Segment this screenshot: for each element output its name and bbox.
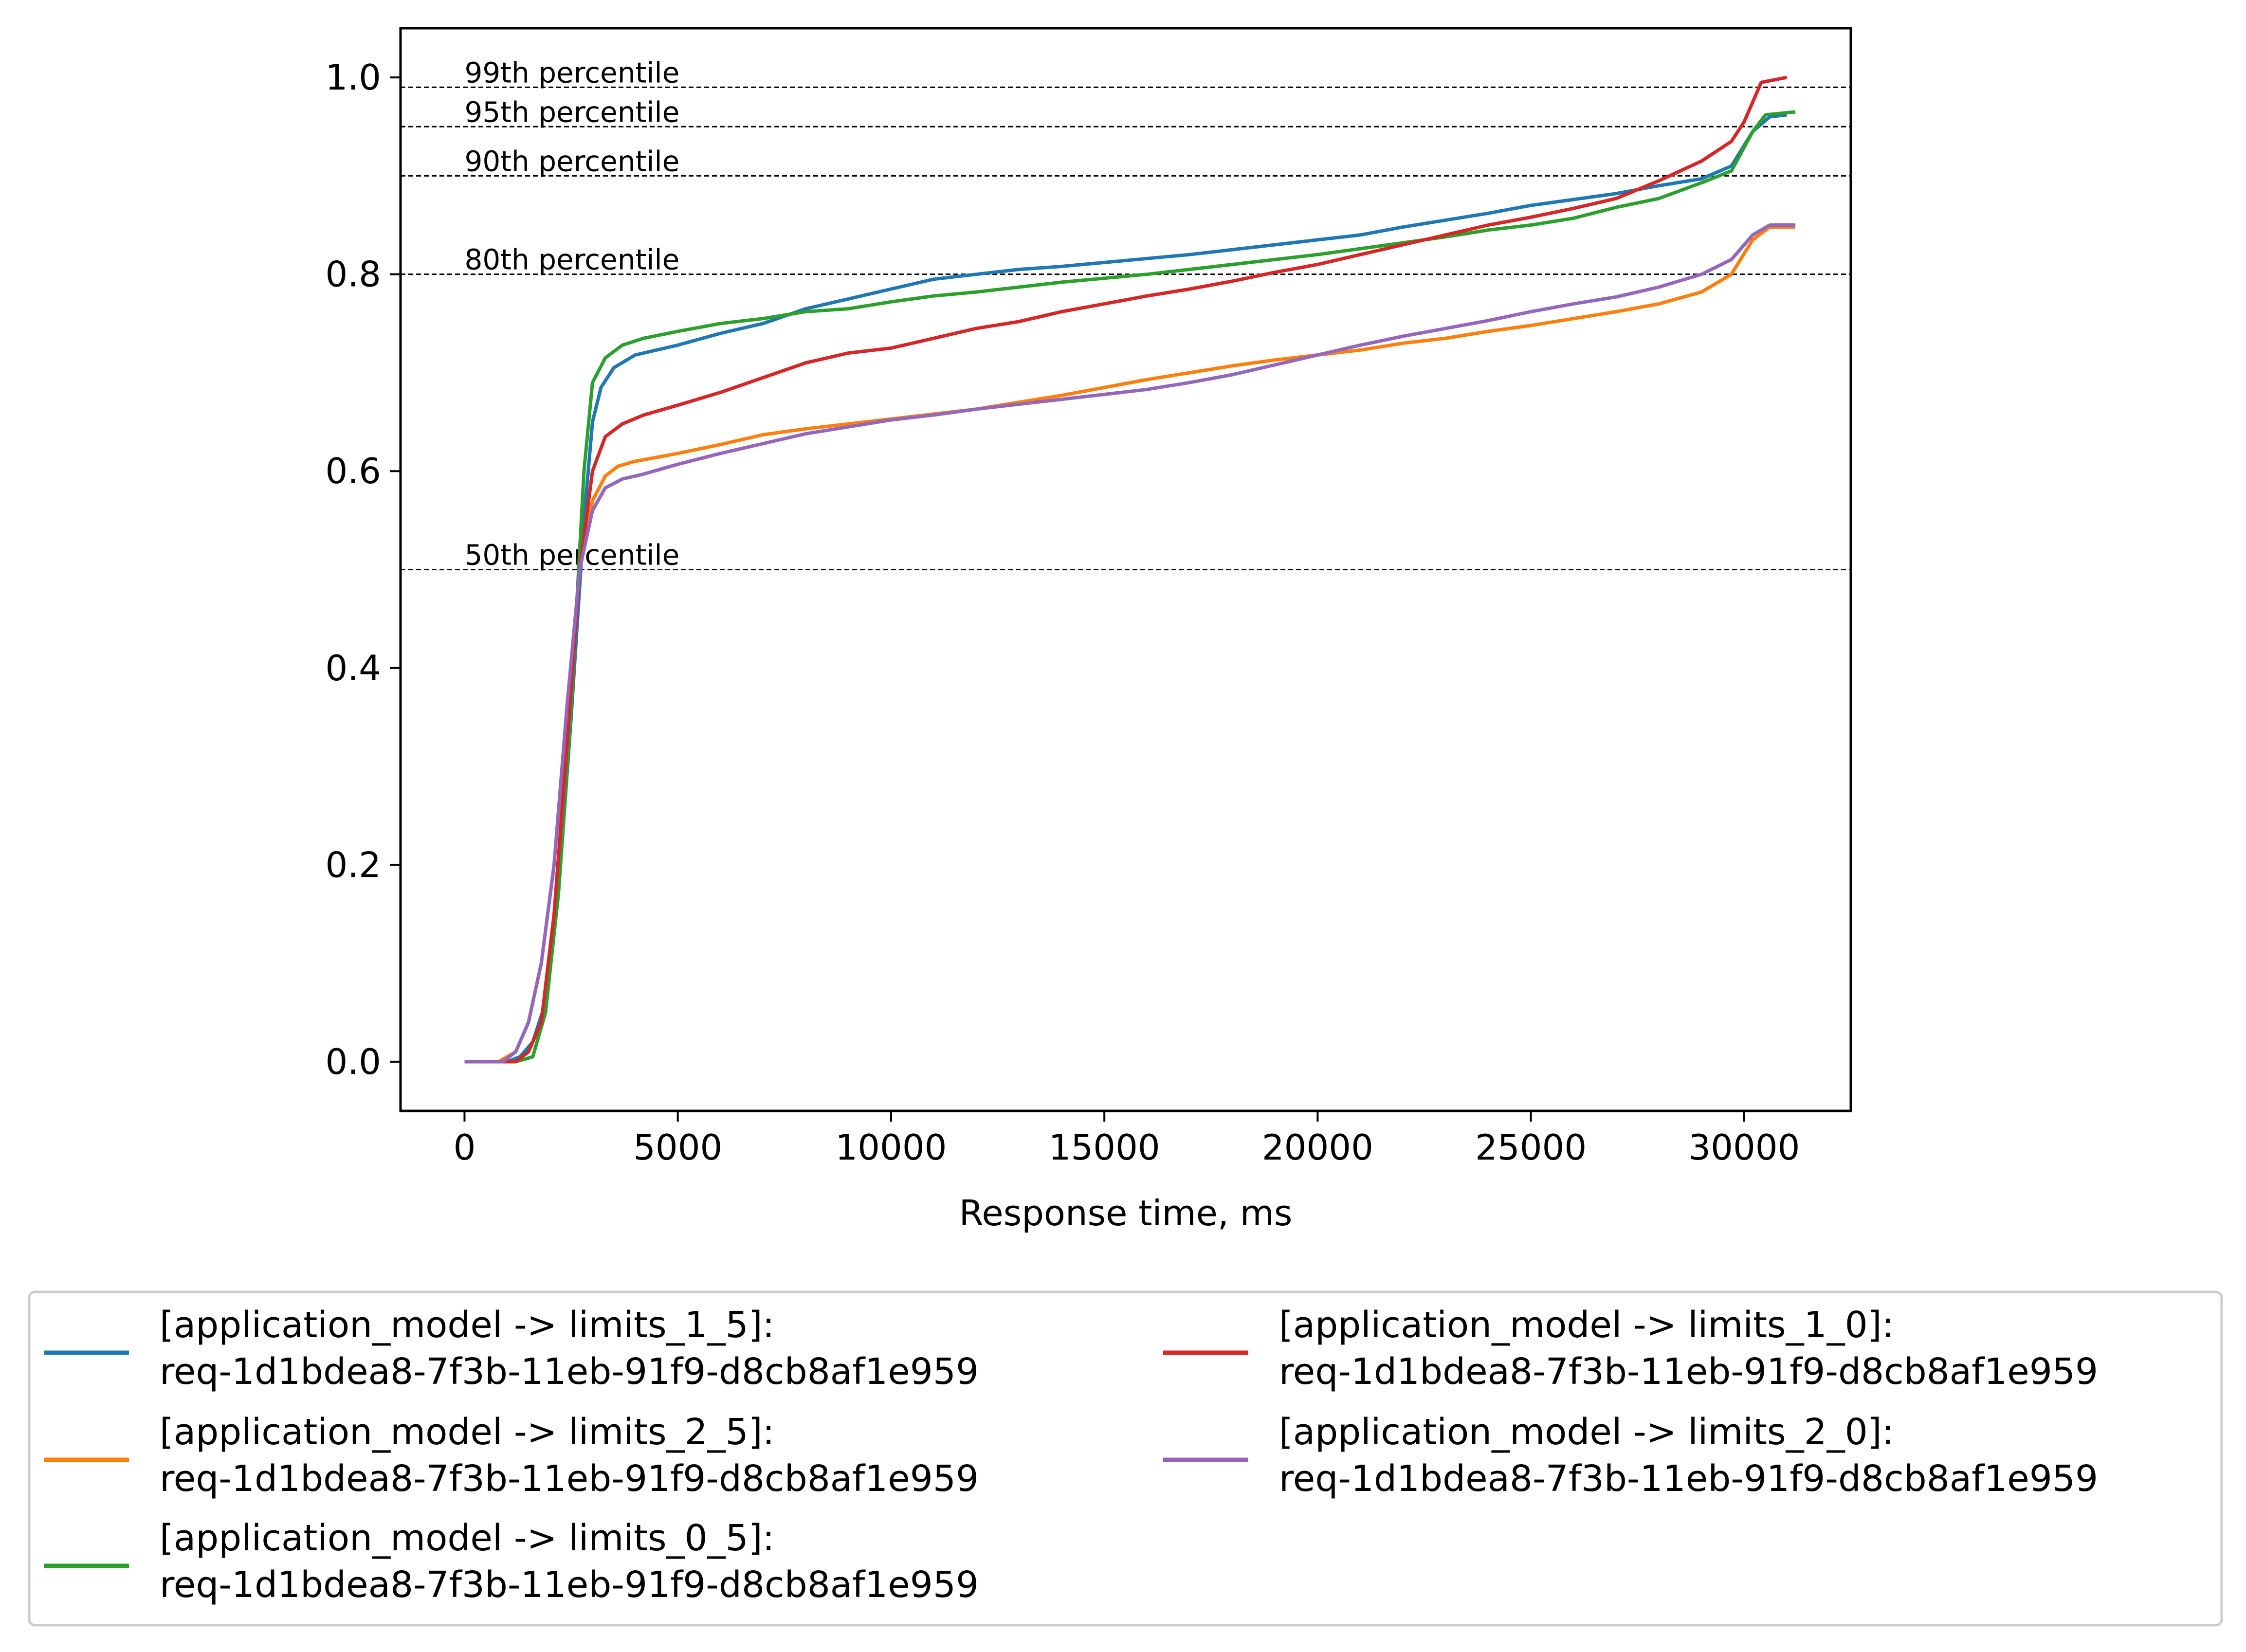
legend-label-line1: [application_model -> limits_0_5]: <box>160 1517 775 1559</box>
legend-item: [application_model -> limits_0_5]: req-1… <box>44 1517 979 1606</box>
legend-label-line2: req-1d1bdea8-7f3b-11eb-91f9-d8cb8af1e959 <box>1279 1351 2098 1393</box>
y-tick-label: 0.8 <box>325 254 381 295</box>
y-tick-label: 0.4 <box>325 648 381 689</box>
x-tick-label: 0 <box>454 1127 476 1168</box>
x-tick-label: 10000 <box>835 1127 947 1168</box>
y-tick-label: 1.0 <box>325 57 381 98</box>
x-tick-label: 5000 <box>633 1127 722 1168</box>
percentile-label: 95th percentile <box>464 95 679 128</box>
x-tick-label: 25000 <box>1475 1127 1587 1168</box>
x-tick-label: 20000 <box>1262 1127 1373 1168</box>
legend-label-line1: [application_model -> limits_1_5]: <box>160 1304 775 1346</box>
y-tick-label: 0.0 <box>325 1041 381 1082</box>
legend-label-line2: req-1d1bdea8-7f3b-11eb-91f9-d8cb8af1e959 <box>1279 1458 2098 1500</box>
legend-label-line1: [application_model -> limits_2_5]: <box>160 1411 775 1453</box>
x-axis-title: Response time, ms <box>959 1193 1293 1234</box>
series-lines <box>464 75 1796 1064</box>
percentile-lines: 99th percentile 95th percentile 90th perce… <box>401 56 1851 572</box>
series-line <box>464 75 1788 1064</box>
y-tick-label: 0.6 <box>325 451 381 491</box>
percentile-label: 99th percentile <box>464 56 679 89</box>
legend-item: [application_model -> limits_1_5]: req-1… <box>44 1304 979 1393</box>
legend-label-line2: req-1d1bdea8-7f3b-11eb-91f9-d8cb8af1e959 <box>160 1351 979 1393</box>
legend-box <box>28 1290 2223 1627</box>
x-axis-ticks: 0 5000 10000 15000 20000 25000 30000 <box>454 1111 1800 1168</box>
percentile-label: 90th percentile <box>464 145 679 178</box>
percentile-label: 80th percentile <box>464 243 679 276</box>
legend-item: [application_model -> limits_2_5]: req-1… <box>44 1411 979 1500</box>
x-tick-label: 15000 <box>1049 1127 1160 1168</box>
y-tick-label: 0.2 <box>325 844 381 885</box>
series-line <box>464 110 1796 1064</box>
legend-label-line2: req-1d1bdea8-7f3b-11eb-91f9-d8cb8af1e959 <box>160 1564 979 1606</box>
plot-frame <box>399 27 1852 1112</box>
y-axis-ticks: 0.0 0.2 0.4 0.6 0.8 1.0 <box>325 57 401 1082</box>
series-line <box>464 223 1796 1064</box>
percentile-label: 50th percentile <box>464 539 679 572</box>
legend-label-line2: req-1d1bdea8-7f3b-11eb-91f9-d8cb8af1e959 <box>160 1458 979 1500</box>
legend: [application_model -> limits_1_5]: req-1… <box>28 1290 2223 1627</box>
legend-label-line1: [application_model -> limits_2_0]: <box>1279 1411 1894 1453</box>
legend-label-line1: [application_model -> limits_1_0]: <box>1279 1304 1894 1346</box>
legend-item: [application_model -> limits_2_0]: req-1… <box>1163 1411 2098 1500</box>
legend-item: [application_model -> limits_1_0]: req-1… <box>1163 1304 2098 1393</box>
x-tick-label: 30000 <box>1688 1127 1800 1168</box>
